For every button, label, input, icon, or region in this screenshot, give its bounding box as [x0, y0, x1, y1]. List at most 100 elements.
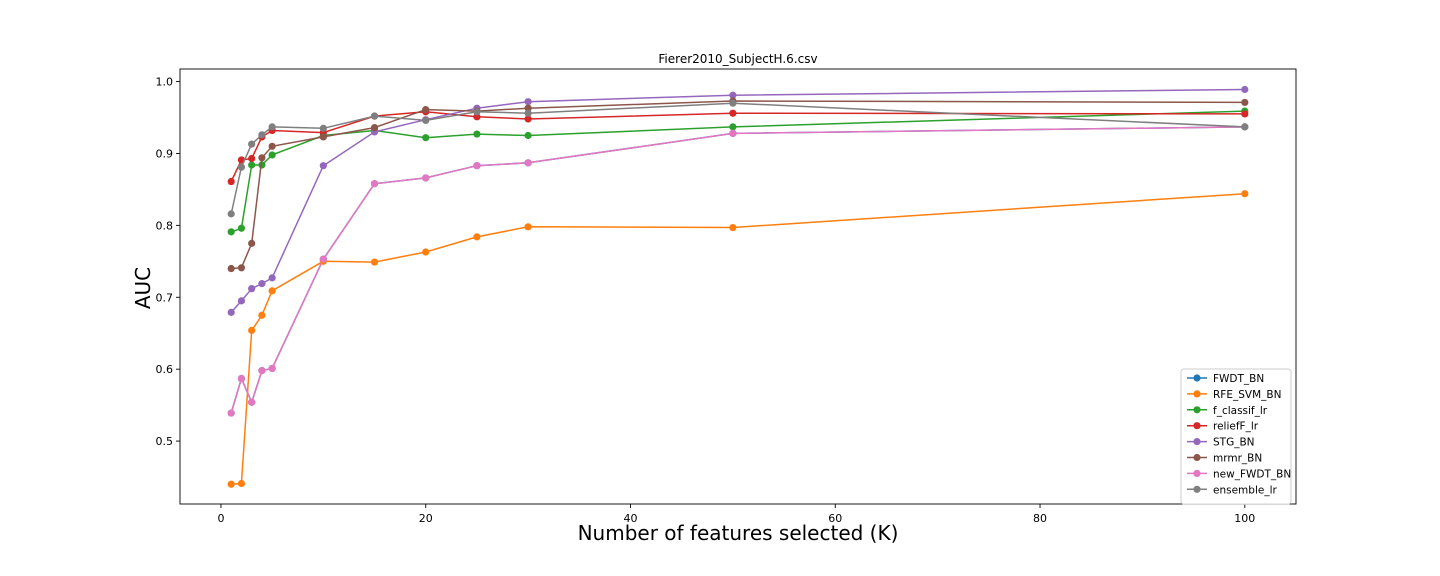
data-point [258, 367, 266, 375]
data-point [237, 374, 246, 383]
series-f_classif_lr [227, 107, 1249, 236]
series-new_FWDT_BN [227, 123, 1249, 417]
series-RFE_SVM_BN [227, 190, 1249, 488]
legend-label: STG_BN [1213, 437, 1255, 449]
data-point [248, 140, 256, 148]
data-point [524, 115, 532, 123]
series-lines [227, 85, 1249, 488]
y-tick-label: 0.7 [156, 291, 174, 304]
axes: 0 20 40 60 80 100 0.5 0.6 0.7 0.8 0.9 1.0 [156, 68, 1297, 525]
data-point [227, 177, 235, 186]
data-point [473, 233, 481, 241]
data-point [524, 223, 532, 231]
series-line [230, 126, 1245, 414]
data-point [729, 223, 737, 232]
data-point [473, 108, 481, 116]
data-point [422, 174, 430, 182]
data-point [248, 285, 256, 293]
series-line [230, 126, 1245, 414]
data-point [1241, 85, 1249, 94]
data-point [268, 274, 276, 282]
data-point [524, 104, 532, 112]
data-point [1241, 110, 1249, 118]
series-line [231, 100, 1245, 270]
x-tick-label: 20 [419, 512, 433, 525]
x-tick-label: 80 [1033, 512, 1047, 525]
y-tick-label: 0.9 [156, 147, 174, 160]
x-tick-label: 100 [1234, 512, 1255, 525]
x-tick-label: 40 [623, 512, 637, 525]
data-point [473, 113, 481, 121]
data-point [370, 180, 379, 188]
data-point [1241, 98, 1249, 107]
data-point [227, 210, 235, 218]
series-line [231, 192, 1245, 485]
data-point [422, 106, 430, 114]
legend-item: f_classif_lr [1187, 405, 1268, 417]
data-point [237, 479, 246, 488]
legend-label: RFE_SVM_BN [1213, 389, 1281, 401]
series-line [230, 88, 1245, 313]
data-point [729, 99, 737, 107]
legend-label: FWDT_BN [1213, 373, 1264, 385]
data-point [422, 116, 430, 125]
data-point [248, 154, 256, 163]
legend-marker [1193, 390, 1201, 398]
data-point [370, 123, 379, 132]
data-point [422, 134, 430, 142]
data-point [258, 131, 266, 139]
data-point [227, 480, 235, 488]
series-FWDT_BN [227, 123, 1249, 417]
chart-title: Fierer2010_SubjectH.6.csv [658, 52, 817, 66]
data-point [268, 364, 276, 373]
y-tick-label: 0.8 [156, 219, 174, 232]
y-axis-label: AUC [131, 267, 155, 309]
data-point [227, 228, 235, 236]
series-line [230, 111, 1245, 182]
data-point [524, 131, 532, 140]
data-point [268, 287, 276, 295]
y-tick-label: 0.6 [156, 363, 174, 376]
data-point [729, 123, 737, 131]
data-point [268, 142, 276, 150]
data-point [248, 326, 256, 334]
legend-marker [1193, 485, 1201, 493]
data-point [370, 258, 379, 266]
plot-frame [179, 68, 1297, 505]
legend-label: ensemble_lr [1213, 484, 1277, 496]
legend-marker [1193, 469, 1201, 477]
x-axis-label: Number of features selected (K) [578, 521, 899, 545]
data-point [1241, 123, 1249, 131]
x-tick-label: 60 [828, 512, 842, 525]
data-point [319, 255, 327, 263]
data-point [524, 159, 532, 167]
data-point [248, 161, 256, 169]
data-point [227, 264, 235, 273]
legend-marker [1193, 453, 1201, 462]
data-point [227, 308, 235, 316]
data-point [473, 130, 481, 138]
legend-item: reliefF_lr [1187, 421, 1259, 433]
data-point [319, 124, 327, 132]
legend-item: FWDT_BN [1187, 373, 1264, 385]
data-point [258, 311, 266, 319]
data-point [258, 154, 266, 162]
data-point [319, 162, 327, 170]
data-point [729, 129, 737, 137]
legend-marker [1193, 422, 1201, 430]
legend-marker [1193, 374, 1201, 382]
legend-marker [1193, 406, 1201, 414]
data-point [729, 109, 737, 117]
legend-item: ensemble_lr [1187, 484, 1277, 496]
data-point [237, 264, 246, 272]
legend-item: RFE_SVM_BN [1187, 389, 1281, 401]
x-tick-label: 0 [217, 512, 224, 525]
legend-marker [1193, 438, 1201, 446]
y-tick-label: 1.0 [156, 76, 174, 89]
legend: FWDT_BN RFE_SVM_BN f_classif_lr reliefF_lr S… [1180, 368, 1292, 505]
data-point [268, 151, 276, 159]
data-point [237, 163, 246, 171]
data-point [268, 123, 276, 131]
legend-item: new_FWDT_BN [1187, 468, 1291, 480]
